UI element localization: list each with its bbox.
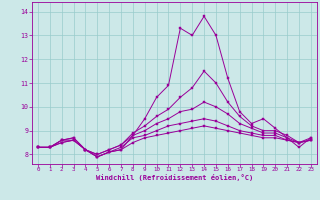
X-axis label: Windchill (Refroidissement éolien,°C): Windchill (Refroidissement éolien,°C) [96, 174, 253, 181]
